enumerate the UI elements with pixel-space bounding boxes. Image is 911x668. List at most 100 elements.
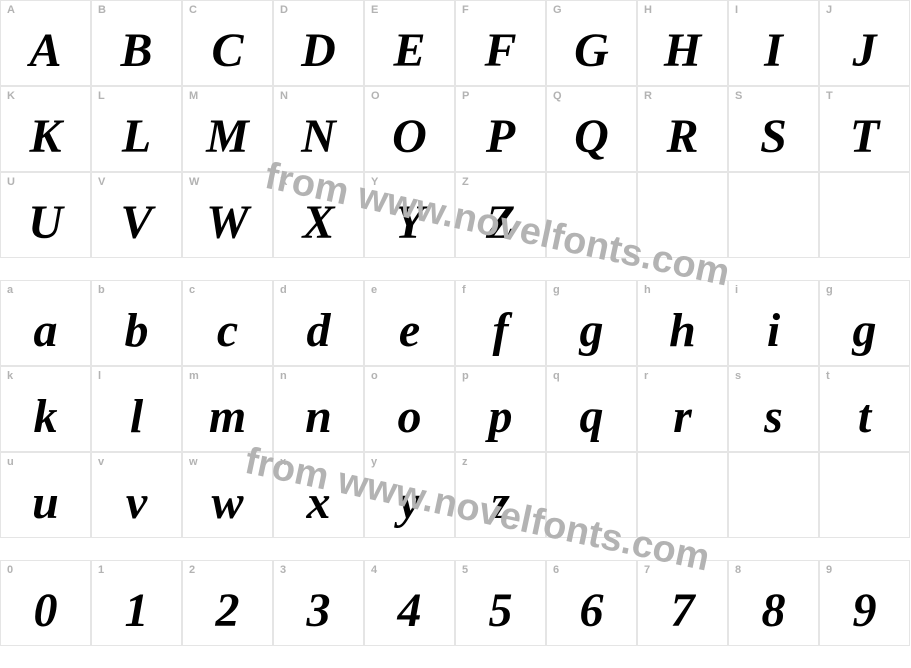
cell-label: t [826, 370, 830, 382]
cell-label: C [189, 4, 197, 16]
cell-glyph: u [1, 473, 90, 533]
cell-glyph: N [274, 107, 363, 167]
cell-label: b [98, 284, 105, 296]
cell-glyph: Z [456, 193, 545, 253]
cell-glyph [729, 193, 818, 253]
glyph-cell: nn [273, 366, 364, 452]
cell-glyph: S [729, 107, 818, 167]
cell-glyph: 3 [274, 581, 363, 641]
cell-glyph: w [183, 473, 272, 533]
cell-label: 3 [280, 564, 287, 576]
cell-label: v [98, 456, 105, 468]
cell-label: L [98, 90, 105, 102]
cell-glyph: e [365, 301, 454, 361]
cell-glyph: i [729, 301, 818, 361]
glyph-cell: 00 [0, 560, 91, 646]
cell-glyph: Y [365, 193, 454, 253]
cell-glyph: U [1, 193, 90, 253]
cell-glyph: x [274, 473, 363, 533]
cell-label: Q [553, 90, 562, 102]
cell-glyph: q [547, 387, 636, 447]
cell-glyph: D [274, 21, 363, 81]
glyph-cell: NN [273, 86, 364, 172]
cell-glyph: B [92, 21, 181, 81]
cell-label: 2 [189, 564, 196, 576]
cell-glyph: 4 [365, 581, 454, 641]
glyph-cell: mm [182, 366, 273, 452]
glyph-cell: oo [364, 366, 455, 452]
cell-glyph: G [547, 21, 636, 81]
glyph-cell: 33 [273, 560, 364, 646]
uppercase-section: AA BB CC DD EE FF GG HH II JJ KK LL MM N… [0, 0, 911, 258]
cell-glyph: 7 [638, 581, 727, 641]
glyph-cell: gg [546, 280, 637, 366]
glyph-cell: 88 [728, 560, 819, 646]
glyph-cell: ii [728, 280, 819, 366]
cell-glyph [547, 193, 636, 253]
cell-label: n [280, 370, 287, 382]
cell-label: P [462, 90, 470, 102]
glyph-cell: DD [273, 0, 364, 86]
glyph-cell: gg [819, 280, 910, 366]
digits-section: 00 11 22 33 44 55 66 77 88 99 [0, 560, 911, 646]
cell-glyph: r [638, 387, 727, 447]
cell-label: X [280, 176, 288, 188]
cell-label: e [371, 284, 378, 296]
glyph-cell: EE [364, 0, 455, 86]
cell-label: H [644, 4, 652, 16]
glyph-cell [637, 452, 728, 538]
glyph-cell: 55 [455, 560, 546, 646]
glyph-cell: 77 [637, 560, 728, 646]
cell-label: w [189, 456, 198, 468]
cell-glyph: 5 [456, 581, 545, 641]
glyph-cell: YY [364, 172, 455, 258]
cell-label: h [644, 284, 651, 296]
cell-label: o [371, 370, 378, 382]
glyph-cell: GG [546, 0, 637, 86]
cell-glyph: J [820, 21, 909, 81]
glyph-cell: OO [364, 86, 455, 172]
cell-glyph: 8 [729, 581, 818, 641]
cell-label: 0 [7, 564, 14, 576]
cell-label: c [189, 284, 196, 296]
cell-label: 1 [98, 564, 105, 576]
glyph-cell: vv [91, 452, 182, 538]
cell-label: z [462, 456, 468, 468]
glyph-cell: KK [0, 86, 91, 172]
cell-label: 9 [826, 564, 833, 576]
cell-label: a [7, 284, 14, 296]
cell-label: I [735, 4, 739, 16]
glyph-cell: ww [182, 452, 273, 538]
glyph-cell: ZZ [455, 172, 546, 258]
cell-label: D [280, 4, 288, 16]
cell-glyph: 2 [183, 581, 272, 641]
glyph-cell: 22 [182, 560, 273, 646]
glyph-cell: xx [273, 452, 364, 538]
cell-glyph: A [1, 21, 90, 81]
cell-label: A [7, 4, 15, 16]
cell-glyph: y [365, 473, 454, 533]
cell-glyph [638, 193, 727, 253]
glyph-row: KK LL MM NN OO PP QQ RR SS TT [0, 86, 911, 172]
glyph-cell: tt [819, 366, 910, 452]
cell-label: 4 [371, 564, 378, 576]
cell-glyph: l [92, 387, 181, 447]
cell-glyph: c [183, 301, 272, 361]
glyph-cell: SS [728, 86, 819, 172]
cell-label: R [644, 90, 652, 102]
glyph-cell: BB [91, 0, 182, 86]
glyph-cell: FF [455, 0, 546, 86]
glyph-cell: kk [0, 366, 91, 452]
cell-glyph: a [1, 301, 90, 361]
cell-glyph: 1 [92, 581, 181, 641]
cell-glyph: n [274, 387, 363, 447]
cell-label: d [280, 284, 287, 296]
cell-glyph: 6 [547, 581, 636, 641]
glyph-cell: RR [637, 86, 728, 172]
cell-glyph: 0 [1, 581, 90, 641]
cell-label: S [735, 90, 743, 102]
cell-label: G [553, 4, 562, 16]
glyph-cell: zz [455, 452, 546, 538]
glyph-cell: JJ [819, 0, 910, 86]
cell-glyph: R [638, 107, 727, 167]
